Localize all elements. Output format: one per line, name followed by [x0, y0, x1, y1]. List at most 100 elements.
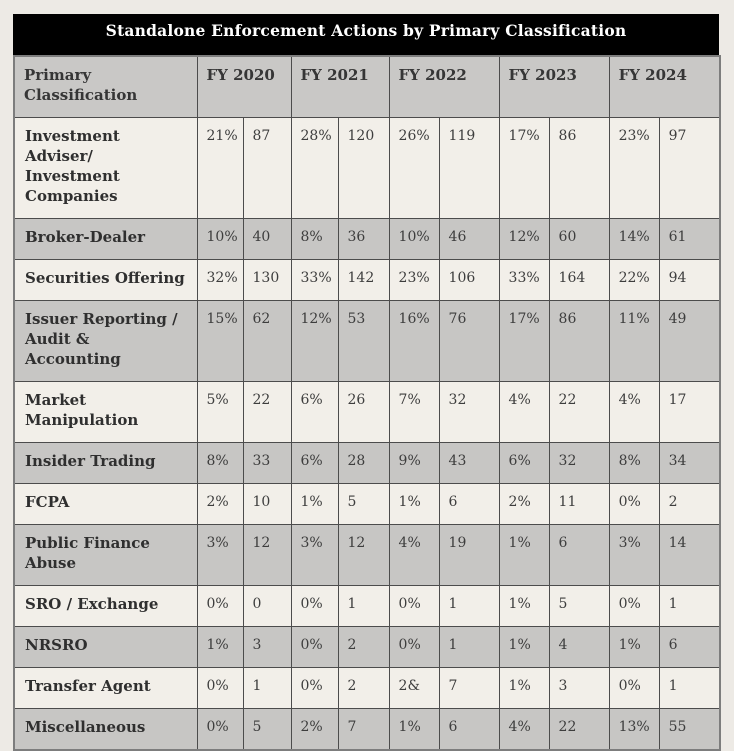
percent-cell: 2%: [290, 708, 339, 751]
header-fy-2023: FY 2023: [498, 55, 610, 118]
count-cell: 33: [242, 442, 292, 484]
percent-cell: 1%: [498, 626, 550, 668]
row-label: Public Finance Abuse: [13, 524, 198, 586]
count-cell: 32: [438, 381, 500, 443]
count-cell: 7: [438, 667, 500, 709]
count-cell: 46: [438, 218, 500, 260]
row-label: SRO / Exchange: [13, 585, 198, 627]
count-cell: 6: [438, 708, 500, 751]
count-cell: 1: [337, 585, 390, 627]
count-cell: 43: [438, 442, 500, 484]
count-cell: 36: [337, 218, 390, 260]
table-row: FCPA 2% 10 1% 5 1% 6 2% 11 0% 2: [13, 483, 721, 525]
table-row: Transfer Agent 0% 1 0% 2 2& 7 1% 3 0% 1: [13, 667, 721, 709]
count-cell: 86: [548, 117, 610, 219]
count-cell: 6: [438, 483, 500, 525]
row-label: Investment Adviser/ Investment Companies: [13, 117, 198, 219]
percent-cell: 8%: [608, 442, 660, 484]
count-cell: 0: [242, 585, 292, 627]
count-cell: 12: [242, 524, 292, 586]
count-cell: 17: [658, 381, 721, 443]
count-cell: 87: [242, 117, 292, 219]
percent-cell: 12%: [498, 218, 550, 260]
count-cell: 5: [337, 483, 390, 525]
percent-cell: 0%: [608, 585, 660, 627]
table-row: Investment Adviser/ Investment Companies…: [13, 117, 721, 219]
percent-cell: 14%: [608, 218, 660, 260]
row-label: Broker-Dealer: [13, 218, 198, 260]
count-cell: 12: [337, 524, 390, 586]
count-cell: 2: [337, 626, 390, 668]
percent-cell: 1%: [196, 626, 244, 668]
table-body: Investment Adviser/ Investment Companies…: [13, 117, 721, 751]
percent-cell: 6%: [290, 442, 339, 484]
percent-cell: 3%: [608, 524, 660, 586]
percent-cell: 3%: [196, 524, 244, 586]
count-cell: 61: [658, 218, 721, 260]
percent-cell: 1%: [608, 626, 660, 668]
percent-cell: 17%: [498, 117, 550, 219]
count-cell: 7: [337, 708, 390, 751]
header-fy-2020: FY 2020: [196, 55, 292, 118]
percent-cell: 1%: [388, 708, 440, 751]
count-cell: 60: [548, 218, 610, 260]
percent-cell: 0%: [290, 585, 339, 627]
header-primary-classification: Primary Classification: [13, 55, 198, 118]
count-cell: 14: [658, 524, 721, 586]
percent-cell: 0%: [388, 626, 440, 668]
header-fy-2021: FY 2021: [290, 55, 390, 118]
table-row: Broker-Dealer 10% 40 8% 36 10% 46 12% 60 14% 61: [13, 218, 721, 260]
count-cell: 1: [658, 667, 721, 709]
count-cell: 106: [438, 259, 500, 301]
count-cell: 120: [337, 117, 390, 219]
percent-cell: 3%: [290, 524, 339, 586]
percent-cell: 5%: [196, 381, 244, 443]
percent-cell: 12%: [290, 300, 339, 382]
percent-cell: 23%: [388, 259, 440, 301]
percent-cell: 11%: [608, 300, 660, 382]
count-cell: 130: [242, 259, 292, 301]
count-cell: 3: [548, 667, 610, 709]
percent-cell: 2&: [388, 667, 440, 709]
row-label: Transfer Agent: [13, 667, 198, 709]
percent-cell: 1%: [498, 524, 550, 586]
table-row: Issuer Reporting / Audit & Accounting 15%…: [13, 300, 721, 382]
count-cell: 55: [658, 708, 721, 751]
percent-cell: 1%: [498, 585, 550, 627]
percent-cell: 13%: [608, 708, 660, 751]
percent-cell: 33%: [498, 259, 550, 301]
count-cell: 97: [658, 117, 721, 219]
count-cell: 5: [548, 585, 610, 627]
percent-cell: 4%: [498, 708, 550, 751]
percent-cell: 4%: [608, 381, 660, 443]
percent-cell: 33%: [290, 259, 339, 301]
percent-cell: 17%: [498, 300, 550, 382]
count-cell: 1: [438, 585, 500, 627]
percent-cell: 6%: [290, 381, 339, 443]
count-cell: 22: [548, 708, 610, 751]
table-row: Securities Offering 32% 130 33% 142 23% 106 33%…: [13, 259, 721, 301]
percent-cell: 0%: [196, 708, 244, 751]
header-fy-2022: FY 2022: [388, 55, 500, 118]
row-label: FCPA: [13, 483, 198, 525]
percent-cell: 8%: [196, 442, 244, 484]
count-cell: 3: [242, 626, 292, 668]
percent-cell: 1%: [498, 667, 550, 709]
percent-cell: 0%: [388, 585, 440, 627]
row-label: Issuer Reporting / Audit & Accounting: [13, 300, 198, 382]
percent-cell: 16%: [388, 300, 440, 382]
percent-cell: 26%: [388, 117, 440, 219]
percent-cell: 0%: [290, 626, 339, 668]
percent-cell: 15%: [196, 300, 244, 382]
count-cell: 2: [337, 667, 390, 709]
count-cell: 119: [438, 117, 500, 219]
row-label: Market Manipulation: [13, 381, 198, 443]
percent-cell: 0%: [196, 585, 244, 627]
count-cell: 76: [438, 300, 500, 382]
count-cell: 1: [438, 626, 500, 668]
count-cell: 19: [438, 524, 500, 586]
percent-cell: 8%: [290, 218, 339, 260]
count-cell: 6: [658, 626, 721, 668]
count-cell: 53: [337, 300, 390, 382]
count-cell: 32: [548, 442, 610, 484]
